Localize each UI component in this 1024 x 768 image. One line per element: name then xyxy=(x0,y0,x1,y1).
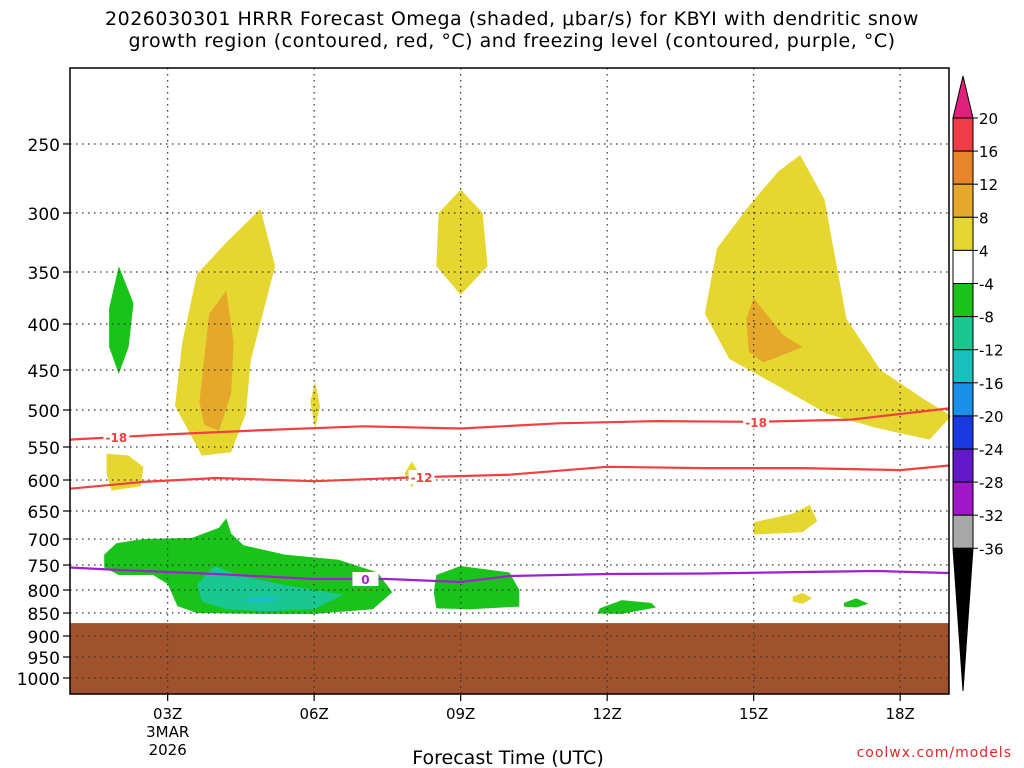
colorbar-segment-6 xyxy=(952,316,974,351)
omega-sinking-03z-low xyxy=(104,518,393,614)
y-tick-label-300: 300 xyxy=(28,205,60,225)
omega-sinking-17z-small xyxy=(844,598,869,608)
colorbar-segment-0 xyxy=(952,117,974,152)
chart-title-line-1: 2026030301 HRRR Forecast Omega (shaded, … xyxy=(105,8,919,30)
colorbar-label-8: -16 xyxy=(979,375,1004,393)
colorbar-label-9: -20 xyxy=(979,408,1004,426)
dendritic-minus12-line xyxy=(69,464,950,490)
x-axis: 3MAR 2026 Forecast Time (UTC) 03Z 06Z 09Z 1… xyxy=(146,694,915,768)
y-tick-label-950: 950 xyxy=(28,649,60,669)
x-tick-label-06Z: 06Z xyxy=(299,705,328,723)
omega-rising-09z-upper xyxy=(436,189,488,295)
y-axis: 250 300 350 400 450 500 550 600 650 700 750 800 850 9… xyxy=(17,136,70,690)
credit-text: coolwx.com/models xyxy=(856,745,1012,761)
colorbar-label-11: -28 xyxy=(979,474,1004,492)
colorbar-label-10: -24 xyxy=(979,441,1004,459)
colorbar-label-7: -12 xyxy=(979,342,1004,360)
contour-label-zero-bg xyxy=(352,572,379,586)
y-tick-label-850: 850 xyxy=(28,605,60,625)
omega-shading-layer xyxy=(104,155,952,614)
colorbar-label-13: -36 xyxy=(979,540,1004,558)
gridlines xyxy=(70,68,949,694)
colorbar-segment-5 xyxy=(952,283,974,318)
contour-label-zero: 0 xyxy=(361,573,369,587)
omega-sinking-12z-low xyxy=(597,600,656,614)
y-tick-label-250: 250 xyxy=(28,136,60,156)
omega-rising-16z-small xyxy=(792,592,813,604)
date-label-day: 3MAR xyxy=(146,723,189,741)
colorbar-segment-11 xyxy=(952,481,974,516)
chart-title-line-2: growth region (contoured, red, °C) and f… xyxy=(128,30,896,52)
colorbar-label-0: 20 xyxy=(979,110,998,128)
omega-rising-15z-core xyxy=(746,298,803,363)
y-tick-label-550: 550 xyxy=(28,439,60,459)
contour-label-minus18-left: -18 xyxy=(106,431,128,445)
colorbar-top-arrow xyxy=(952,75,974,119)
colorbar-segment-2 xyxy=(952,183,974,218)
y-tick-label-700: 700 xyxy=(28,531,60,551)
y-tick-label-600: 600 xyxy=(28,472,60,492)
dendritic-minus18-line xyxy=(69,407,950,441)
colorbar-label-6: -8 xyxy=(979,309,994,327)
x-tick-label-12Z: 12Z xyxy=(592,705,621,723)
colorbar-segment-9 xyxy=(952,415,974,450)
y-tick-label-450: 450 xyxy=(28,362,60,382)
y-tick-label-1000: 1000 xyxy=(17,670,60,690)
x-tick-label-03Z: 03Z xyxy=(153,705,182,723)
x-tick-label-18Z: 18Z xyxy=(885,705,914,723)
contour-lines: -18 -18 -12 0 xyxy=(69,407,950,587)
omega-rising-06z-sliver xyxy=(310,382,320,429)
y-tick-label-900: 900 xyxy=(28,628,60,648)
contour-label-minus12-bg xyxy=(408,470,435,485)
colorbar-label-12: -32 xyxy=(979,507,1004,525)
omega-rising-01z-small xyxy=(106,453,144,491)
y-tick-label-350: 350 xyxy=(28,264,60,284)
colorbar-segment-3 xyxy=(952,216,974,251)
colorbar: 20 16 12 8 4 -4 -8 -12 -16 -20 -24 -28 -32 -36 xyxy=(952,75,1004,692)
x-axis-label: Forecast Time (UTC) xyxy=(412,747,603,768)
omega-sinking-03z-core xyxy=(197,566,344,612)
contour-label-minus18-left-bg xyxy=(103,430,130,445)
y-tick-label-650: 650 xyxy=(28,503,60,523)
colorbar-segment-12 xyxy=(952,514,974,549)
colorbar-segment-4 xyxy=(952,249,974,284)
colorbar-label-1: 16 xyxy=(979,143,998,161)
terrain-fill xyxy=(70,623,949,694)
colorbar-segment-10 xyxy=(952,448,974,483)
y-tick-label-750: 750 xyxy=(28,557,60,577)
y-tick-label-800: 800 xyxy=(28,582,60,602)
colorbar-label-2: 12 xyxy=(979,176,998,194)
colorbar-label-4: 4 xyxy=(979,242,989,260)
date-label-year: 2026 xyxy=(149,741,187,759)
y-tick-label-500: 500 xyxy=(28,402,60,422)
omega-rising-15z-mid xyxy=(753,504,818,535)
contour-label-minus18-right: -18 xyxy=(745,416,767,430)
omega-sinking-04z-inner xyxy=(245,595,283,603)
colorbar-segment-8 xyxy=(952,382,974,417)
contour-label-minus18-right-bg xyxy=(743,414,770,429)
x-tick-label-15Z: 15Z xyxy=(739,705,768,723)
colorbar-segment-7 xyxy=(952,349,974,384)
omega-rising-03z-core xyxy=(199,290,234,431)
omega-sinking-02z-upper xyxy=(109,266,134,374)
colorbar-bottom-arrow xyxy=(952,547,974,692)
omega-sinking-09z-low xyxy=(433,566,520,610)
plot-frame xyxy=(69,67,950,695)
chart-title: 2026030301 HRRR Forecast Omega (shaded, … xyxy=(0,8,1024,52)
omega-rising-15z-upper xyxy=(704,155,952,440)
x-tick-label-09Z: 09Z xyxy=(446,705,475,723)
colorbar-label-5: -4 xyxy=(979,276,994,294)
contour-label-minus12: -12 xyxy=(411,471,433,485)
colorbar-segment-1 xyxy=(952,150,974,185)
colorbar-label-3: 8 xyxy=(979,209,989,227)
freezing-level-0-line xyxy=(69,566,950,584)
y-tick-label-400: 400 xyxy=(28,316,60,336)
